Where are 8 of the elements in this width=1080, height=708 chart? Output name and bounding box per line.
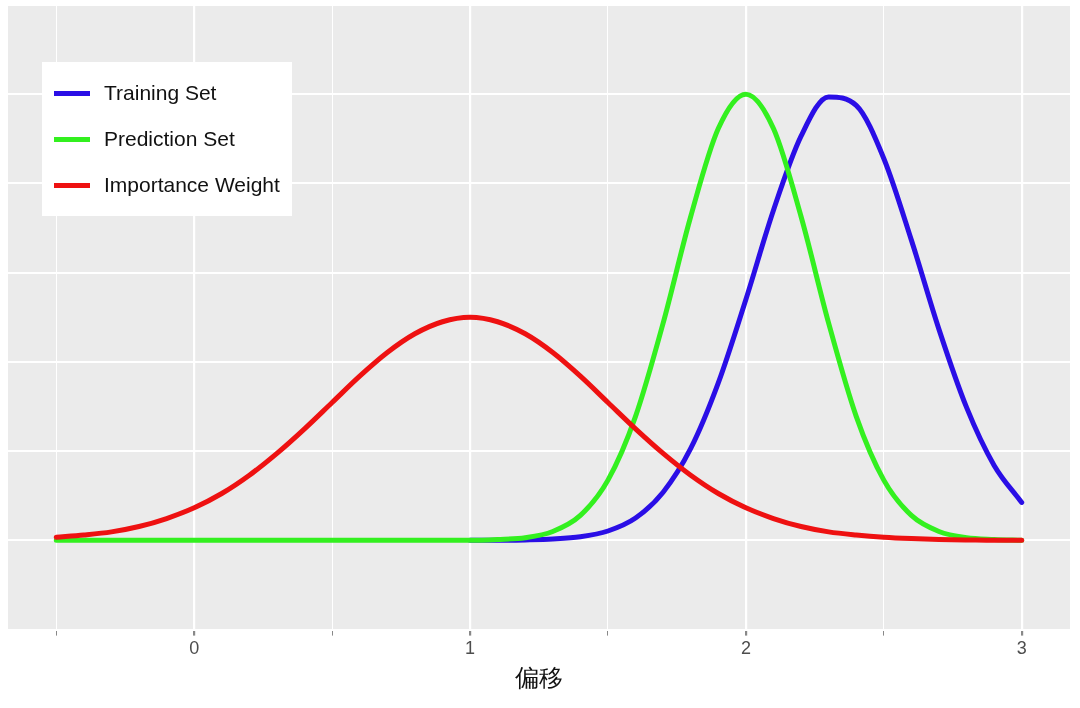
x-axis-title: 偏移 — [515, 663, 563, 692]
legend-label: Prediction Set — [104, 127, 235, 151]
x-tick-label: 0 — [189, 638, 200, 659]
legend-label: Importance Weight — [104, 173, 280, 197]
legend-label: Training Set — [104, 81, 217, 105]
x-tick-label: 1 — [465, 638, 476, 659]
x-tick-label: 3 — [1016, 638, 1027, 659]
x-tick-label: 2 — [740, 638, 751, 659]
